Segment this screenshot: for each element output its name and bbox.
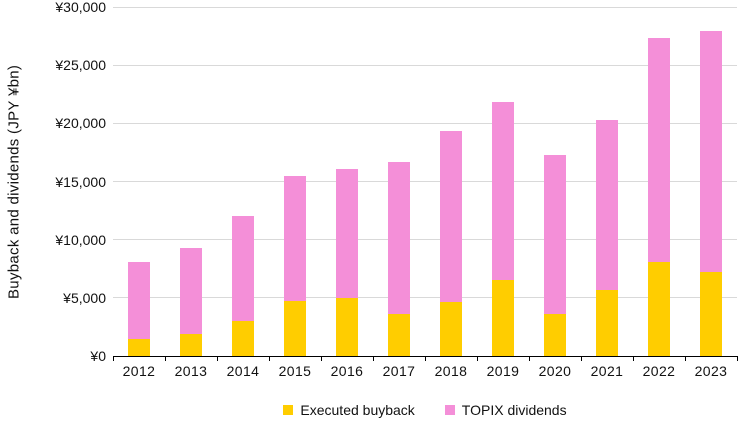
x-axis-tick (529, 356, 530, 361)
bar-2023-topix-dividends (700, 31, 722, 272)
gridline-20000 (113, 122, 737, 124)
legend: Executed buyback TOPIX dividends (113, 400, 737, 420)
legend-swatch-icon (283, 405, 294, 415)
bar-2023-executed-buyback (700, 271, 722, 356)
x-tick-label-2021: 2021 (590, 363, 624, 379)
x-tick-label-2023: 2023 (694, 363, 728, 379)
bar-2015-topix-dividends (284, 176, 306, 302)
gridline-5000 (113, 297, 737, 299)
bar-2019-topix-dividends (492, 102, 514, 280)
bar-2020-executed-buyback (544, 313, 566, 356)
x-axis-tick (217, 356, 218, 361)
x-tick-label-2015: 2015 (278, 363, 312, 379)
bar-2018-executed-buyback (440, 301, 462, 356)
gridline-15000 (113, 181, 737, 182)
gridline-25000 (113, 64, 737, 66)
x-axis-tick (685, 356, 686, 361)
y-tick-label: ¥30,000 (55, 0, 106, 15)
legend-swatch-icon (444, 405, 455, 415)
x-axis-tick (581, 356, 582, 361)
x-axis-tick (165, 356, 166, 361)
bar-2012-topix-dividends (128, 262, 150, 340)
bar-2021-topix-dividends (596, 120, 618, 291)
bar-2013-executed-buyback (180, 333, 202, 356)
x-axis-tick (425, 356, 426, 361)
x-axis-tick (373, 356, 374, 361)
x-axis-tick (633, 356, 634, 361)
x-tick-label-2016: 2016 (330, 363, 364, 379)
gridline-30000 (113, 6, 737, 8)
bar-2019-executed-buyback (492, 279, 514, 356)
x-axis-tick (477, 356, 478, 361)
x-axis-tick (269, 356, 270, 361)
x-axis-tick (321, 356, 322, 361)
bar-2017-executed-buyback (388, 313, 410, 356)
y-tick-label: ¥15,000 (55, 173, 106, 190)
x-tick-label-2013: 2013 (174, 363, 208, 379)
x-tick-label-2014: 2014 (226, 363, 260, 379)
legend-item-executed-buyback: Executed buyback (283, 402, 415, 418)
y-tick-label: ¥5,000 (63, 289, 106, 306)
y-tick-label: ¥20,000 (55, 115, 106, 132)
x-tick-label-2018: 2018 (434, 363, 468, 379)
y-tick-label: ¥10,000 (55, 231, 106, 248)
bar-2022-topix-dividends (648, 37, 670, 263)
bar-2021-executed-buyback (596, 290, 618, 356)
gridline-10000 (113, 239, 737, 241)
bar-2016-executed-buyback (336, 297, 358, 356)
bar-2012-executed-buyback (128, 339, 150, 356)
bar-2014-topix-dividends (232, 216, 254, 321)
x-axis-tick (113, 356, 114, 361)
x-tick-label-2019: 2019 (486, 363, 520, 379)
legend-label: Executed buyback (300, 402, 415, 418)
legend-label: TOPIX dividends (461, 402, 567, 418)
y-tick-label: ¥0 (90, 348, 106, 364)
legend-item-topix-dividends: TOPIX dividends (444, 402, 567, 418)
y-tick-label: ¥25,000 (55, 57, 106, 74)
bar-2018-topix-dividends (440, 130, 462, 302)
x-tick-label-2020: 2020 (538, 363, 572, 379)
bar-2016-topix-dividends (336, 168, 358, 298)
bar-2020-topix-dividends (544, 155, 566, 314)
bar-2015-executed-buyback (284, 301, 306, 356)
x-tick-label-2022: 2022 (642, 363, 676, 379)
bar-2022-executed-buyback (648, 262, 670, 356)
bar-2014-executed-buyback (232, 320, 254, 356)
bar-2017-topix-dividends (388, 162, 410, 314)
bar-2013-topix-dividends (180, 247, 202, 334)
x-tick-label-2017: 2017 (382, 363, 416, 379)
x-tick-label-2012: 2012 (122, 363, 156, 379)
x-axis-tick (737, 356, 738, 361)
